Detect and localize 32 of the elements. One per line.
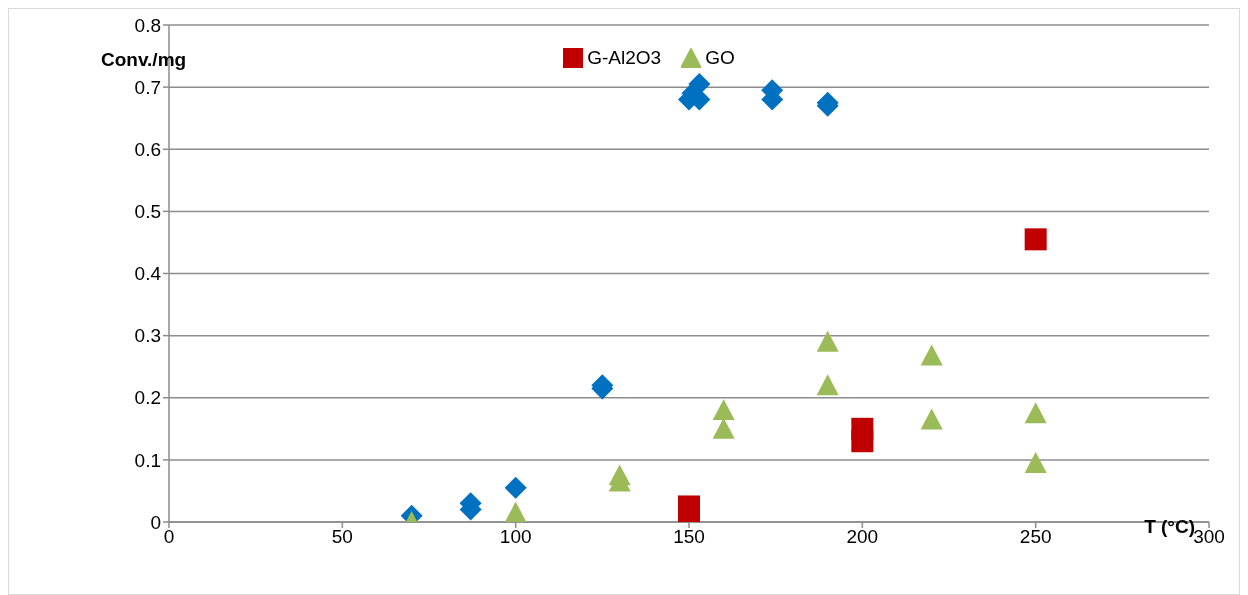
- point: [712, 417, 735, 439]
- y-axis-title: Conv./mg: [101, 49, 187, 71]
- point: [816, 330, 839, 352]
- y-tick-label: 0.6: [134, 138, 161, 160]
- point: [920, 344, 943, 366]
- point: [1024, 451, 1047, 473]
- y-tick-label: 0.4: [134, 263, 162, 285]
- x-tick-label: 250: [1019, 526, 1052, 548]
- legend-label: GO: [705, 47, 735, 69]
- y-tick-label: 0.5: [134, 201, 161, 223]
- point: [920, 408, 943, 430]
- point: [504, 501, 527, 522]
- x-tick-label: 300: [1193, 526, 1225, 548]
- legend-label: G-Al2O3: [587, 47, 662, 69]
- x-tick-label: 200: [846, 526, 879, 548]
- point: [816, 374, 839, 396]
- point: [851, 417, 874, 440]
- y-tick-label: 0.7: [134, 76, 161, 98]
- y-tick-label: 0: [150, 511, 161, 533]
- x-axis-title: T (°C): [1144, 516, 1195, 537]
- x-tick-label: 100: [499, 526, 532, 548]
- point: [608, 464, 631, 486]
- y-tick-label: 0.8: [134, 14, 161, 36]
- y-tick-label: 0.2: [134, 387, 161, 409]
- y-tick-label: 0.3: [134, 325, 161, 347]
- point: [504, 476, 527, 499]
- point: [712, 399, 735, 421]
- y-tick-label: 0.1: [134, 449, 161, 471]
- x-tick-label: 50: [331, 526, 353, 548]
- point: [1024, 402, 1047, 424]
- point: [1024, 228, 1047, 251]
- x-tick-label: 150: [673, 526, 705, 548]
